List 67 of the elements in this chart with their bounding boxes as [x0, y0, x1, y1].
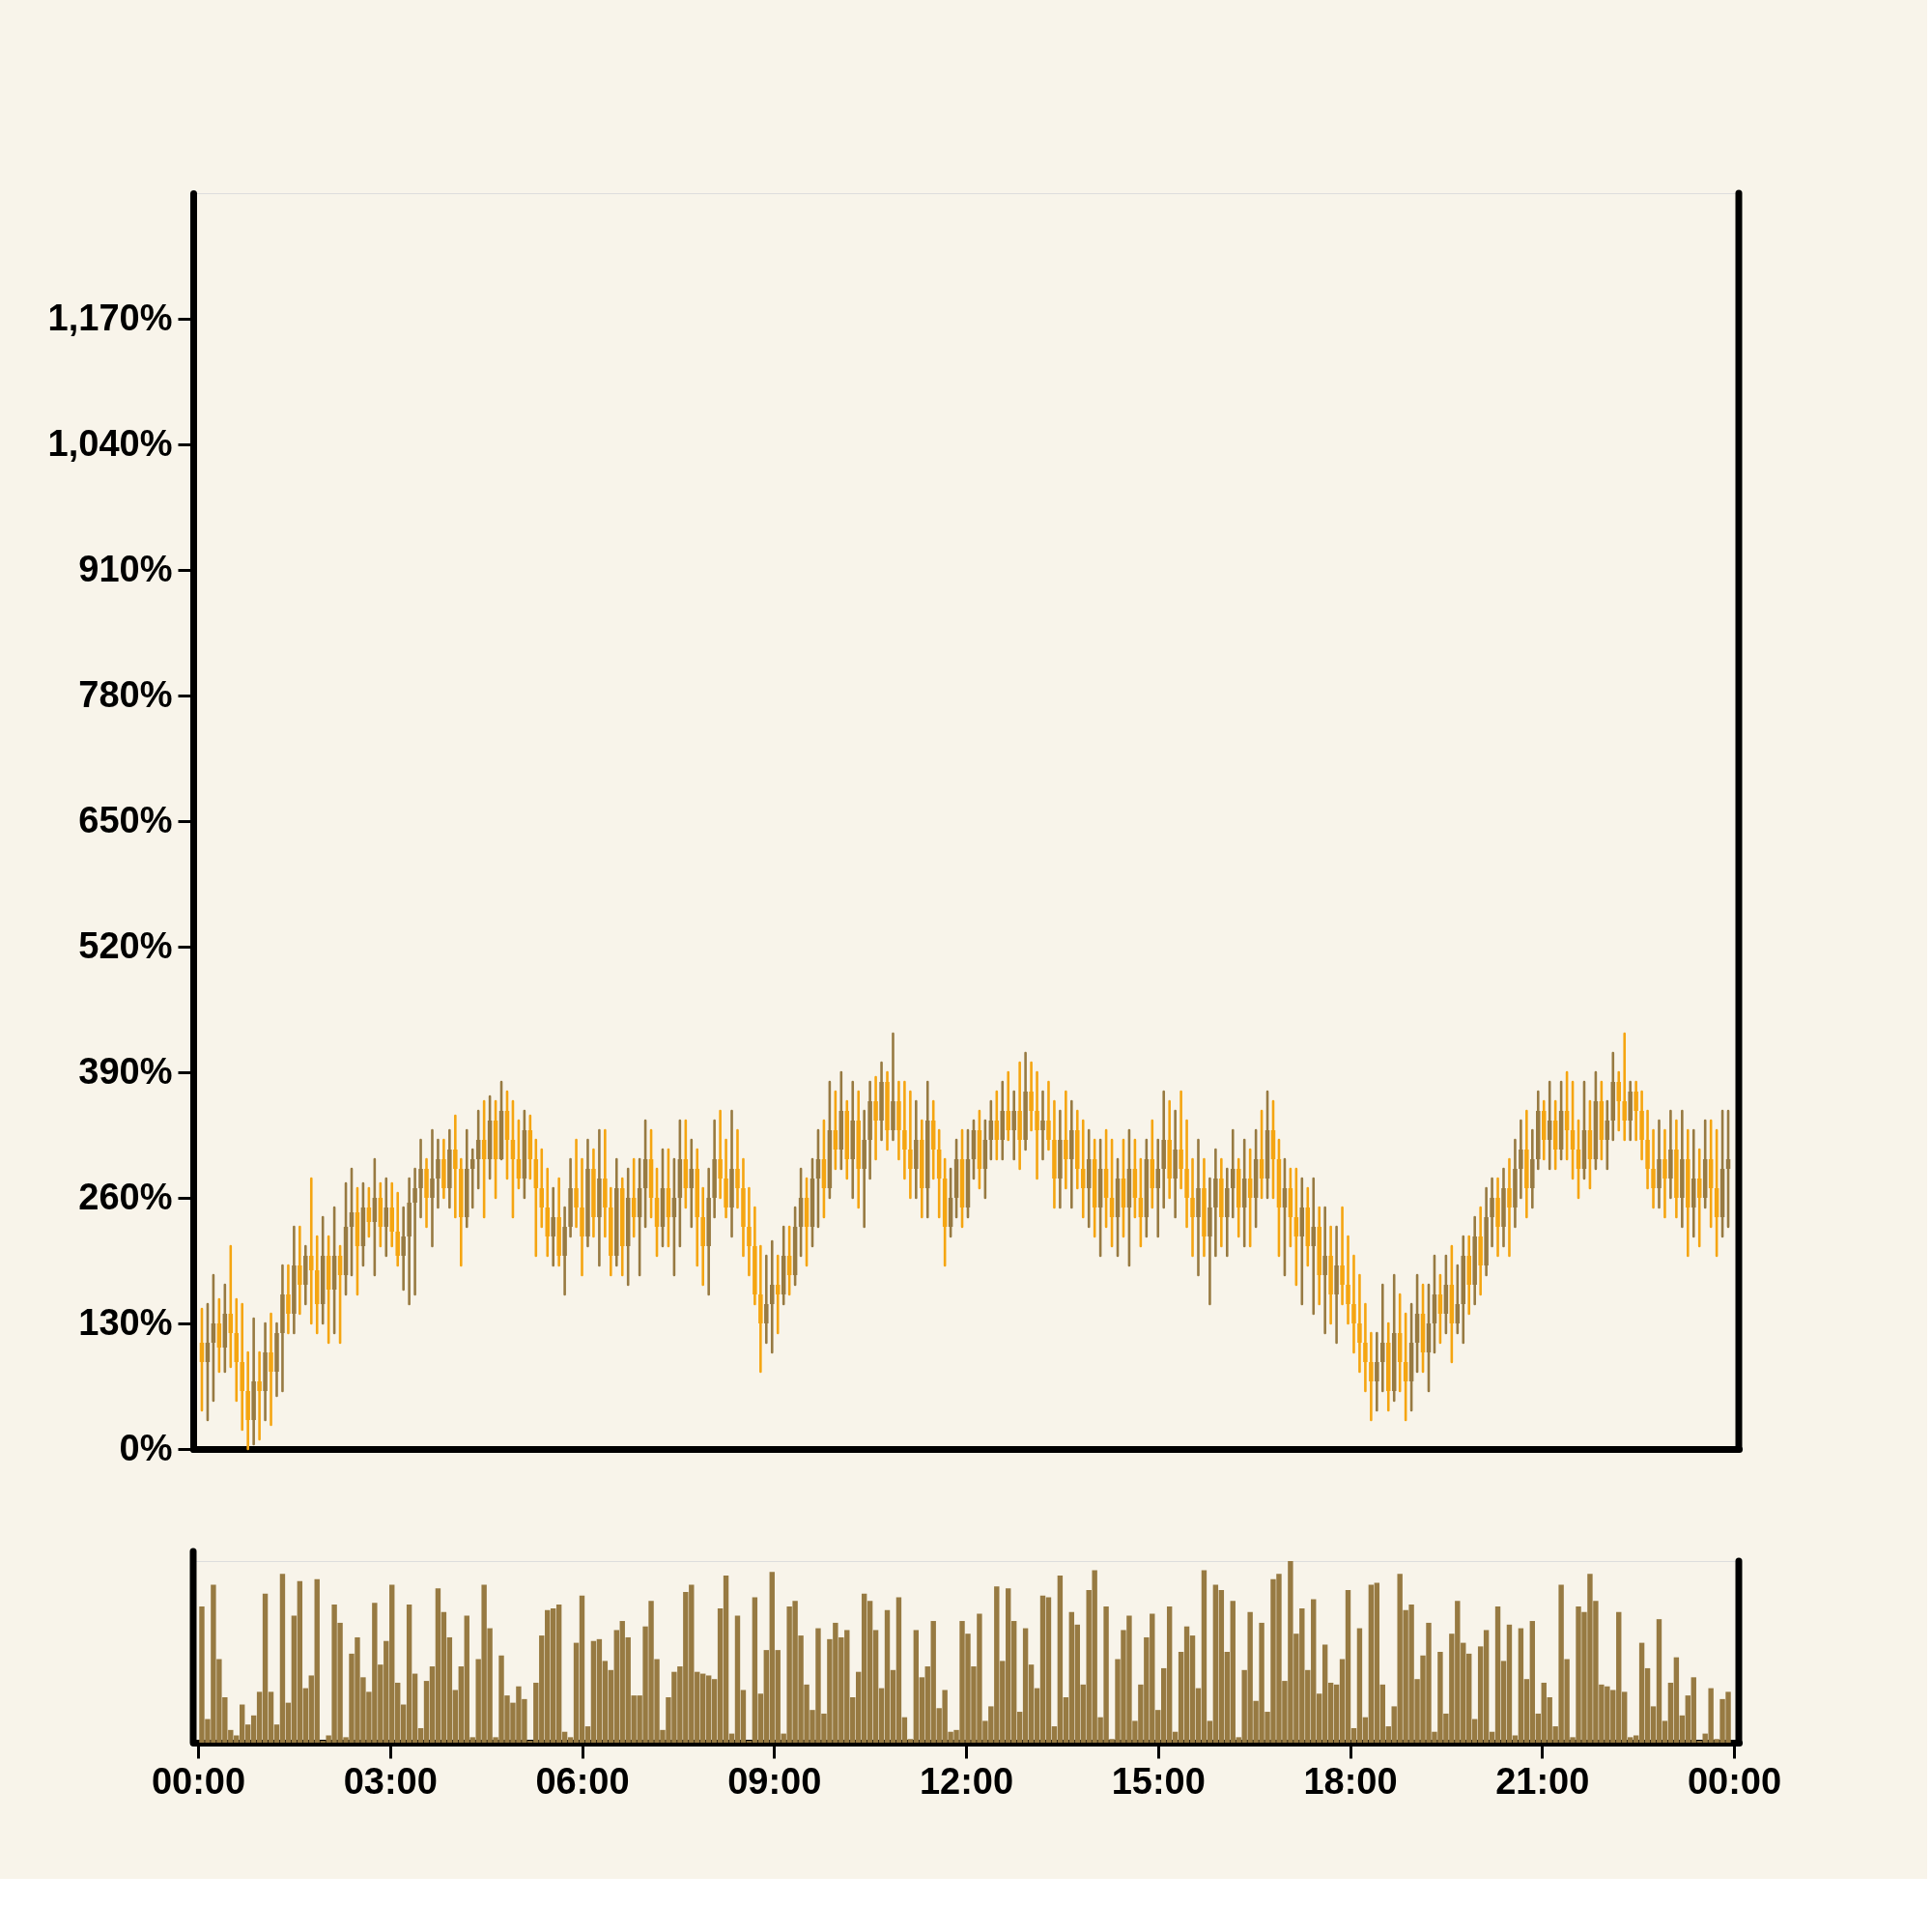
candlestick	[418, 1138, 423, 1219]
y-tick-label: 260%	[78, 1176, 173, 1217]
y-tick-label: 390%	[78, 1050, 173, 1092]
candlestick	[1662, 1128, 1667, 1219]
x-tick-label: 12:00	[919, 1760, 1014, 1802]
candlestick	[1346, 1235, 1350, 1325]
candlestick	[1006, 1070, 1010, 1142]
y-tick-label: 650%	[78, 799, 173, 840]
y-tick-label: 520%	[78, 924, 173, 966]
x-tick-label: 06:00	[535, 1760, 630, 1802]
candlestick	[908, 1090, 913, 1200]
y-tick-label: 130%	[78, 1301, 173, 1343]
candlestick	[309, 1177, 314, 1325]
candlestick	[1634, 1080, 1638, 1142]
candlestick	[902, 1080, 907, 1180]
candlestick	[401, 1206, 406, 1292]
candlestick	[1040, 1090, 1045, 1161]
candlestick	[1507, 1157, 1512, 1258]
candlestick	[1179, 1090, 1183, 1190]
candlestick	[1651, 1128, 1656, 1209]
candlestick	[430, 1128, 435, 1248]
x-tick-label: 09:00	[727, 1760, 822, 1802]
candlestick	[1340, 1206, 1345, 1306]
candlestick	[873, 1075, 878, 1161]
x-tick-label: 18:00	[1303, 1760, 1398, 1802]
candlestick	[1029, 1061, 1034, 1132]
candlestick	[1622, 1032, 1627, 1142]
candlestick	[1322, 1206, 1327, 1335]
candlestick	[286, 1264, 291, 1335]
candlestick	[1064, 1090, 1068, 1190]
candlestick	[747, 1186, 752, 1277]
candlestick	[735, 1128, 740, 1209]
y-tick-label: 910%	[78, 548, 173, 589]
y-tick-label: 0%	[119, 1427, 173, 1468]
x-tick-label: 21:00	[1495, 1760, 1590, 1802]
candlestick	[718, 1109, 723, 1200]
candlestick	[1046, 1080, 1051, 1151]
candlestick	[298, 1225, 302, 1316]
candlestick	[1363, 1302, 1368, 1393]
candlestick	[1369, 1331, 1374, 1422]
candlestick	[1351, 1254, 1356, 1354]
candlestick	[1380, 1283, 1385, 1393]
candlestick	[574, 1138, 579, 1229]
candlestick	[257, 1350, 262, 1441]
x-tick-label: 15:00	[1111, 1760, 1206, 1802]
y-tick-label: 1,170%	[47, 297, 173, 338]
candlestick	[1011, 1090, 1016, 1161]
candlestick	[1035, 1070, 1039, 1180]
candlestick	[764, 1254, 769, 1345]
candlestick	[770, 1239, 775, 1354]
candlestick	[1311, 1177, 1316, 1316]
y-tick-label: 1,040%	[47, 422, 173, 464]
y-tick-label: 780%	[78, 673, 173, 715]
candlestick	[453, 1114, 458, 1219]
candlestick	[1490, 1177, 1494, 1248]
x-tick-label: 03:00	[343, 1760, 438, 1802]
x-tick-label: 00:00	[151, 1760, 246, 1802]
x-tick-label: 00:00	[1687, 1760, 1782, 1802]
candlestick	[436, 1138, 440, 1209]
candlestick	[1231, 1128, 1236, 1219]
candlestick	[1190, 1157, 1195, 1258]
candlestick	[1357, 1273, 1362, 1374]
candlestick	[269, 1312, 273, 1427]
candlestick	[412, 1167, 417, 1296]
candlestick	[551, 1186, 555, 1267]
candlestick	[1375, 1331, 1379, 1412]
candlestick	[1519, 1119, 1523, 1200]
